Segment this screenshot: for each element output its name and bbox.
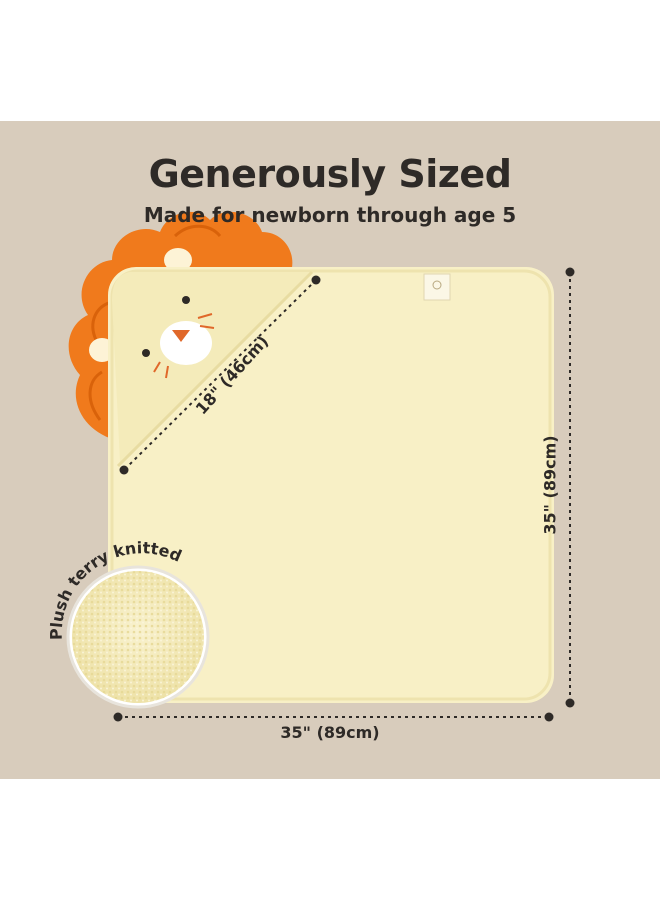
height-label: 35" (89cm) xyxy=(540,435,560,535)
page-subtitle: Made for newborn through age 5 xyxy=(143,203,517,227)
hood-triangle xyxy=(112,272,310,462)
brand-tag-icon xyxy=(423,273,451,301)
page-title: Generously Sized xyxy=(148,152,512,196)
hood-dimension-line xyxy=(119,275,321,475)
width-dimension-line xyxy=(113,712,554,722)
terry-texture-circle xyxy=(66,565,210,709)
lion-face-icon xyxy=(142,296,215,379)
height-dimension-line xyxy=(565,267,575,708)
towel-body xyxy=(108,267,554,703)
width-label: 35" (89cm) xyxy=(280,723,380,742)
